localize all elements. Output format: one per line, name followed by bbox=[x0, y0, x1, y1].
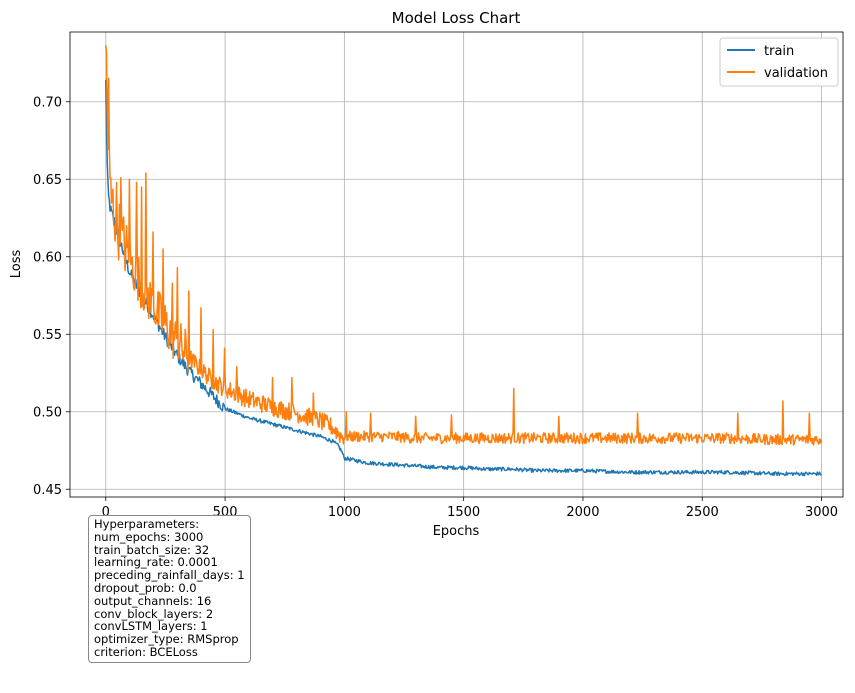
legend: train validation bbox=[719, 37, 839, 87]
plot-frame bbox=[69, 31, 844, 498]
series-line-validation bbox=[105, 45, 823, 446]
series-layer bbox=[105, 45, 823, 477]
y-tick-label: 0.60 bbox=[33, 250, 62, 265]
hp-line: dropout_prob: 0.0 bbox=[94, 580, 197, 595]
legend-label-train: train bbox=[764, 44, 794, 59]
y-axis-label: Loss bbox=[9, 250, 24, 279]
hp-line: convLSTM_layers: 1 bbox=[94, 619, 208, 634]
y-axis-ticks: 0.45 0.50 0.55 0.60 0.65 0.70 bbox=[33, 95, 70, 498]
hyperparameters-box: Hyperparameters: num_epochs: 3000 train_… bbox=[88, 515, 251, 663]
hp-line: num_epochs: 3000 bbox=[94, 529, 204, 544]
legend-label-validation: validation bbox=[764, 66, 828, 81]
hyperparameters-heading: Hyperparameters: bbox=[94, 517, 200, 531]
y-tick-label: 0.45 bbox=[33, 483, 62, 498]
hp-line: preceding_rainfall_days: 1 bbox=[94, 568, 245, 583]
x-tick-label: 0 bbox=[102, 505, 110, 520]
y-tick-label: 0.65 bbox=[33, 173, 62, 188]
hp-line: criterion: BCELoss bbox=[94, 644, 198, 659]
x-tick-label: 1000 bbox=[328, 505, 361, 520]
x-tick-label: 1500 bbox=[447, 505, 480, 520]
hp-line: conv_block_layers: 2 bbox=[94, 606, 214, 621]
hp-line: learning_rate: 0.0001 bbox=[94, 555, 218, 570]
hp-line: output_channels: 16 bbox=[94, 593, 212, 608]
x-tick-label: 3000 bbox=[805, 505, 838, 520]
hp-line: train_batch_size: 32 bbox=[94, 542, 210, 557]
x-tick-label: 2000 bbox=[566, 505, 599, 520]
y-tick-label: 0.50 bbox=[33, 405, 62, 420]
chart-title: Model Loss Chart bbox=[392, 9, 521, 27]
hp-line: optimizer_type: RMSprop bbox=[94, 632, 239, 647]
y-tick-label: 0.70 bbox=[33, 95, 62, 110]
grid-lines bbox=[70, 32, 843, 497]
x-tick-label: 2500 bbox=[686, 505, 719, 520]
y-tick-label: 0.55 bbox=[33, 328, 62, 343]
series-line-train bbox=[105, 79, 823, 477]
x-axis-label: Epochs bbox=[433, 524, 480, 539]
x-axis-ticks: 0 500 1000 1500 2000 2500 3000 bbox=[102, 497, 838, 520]
